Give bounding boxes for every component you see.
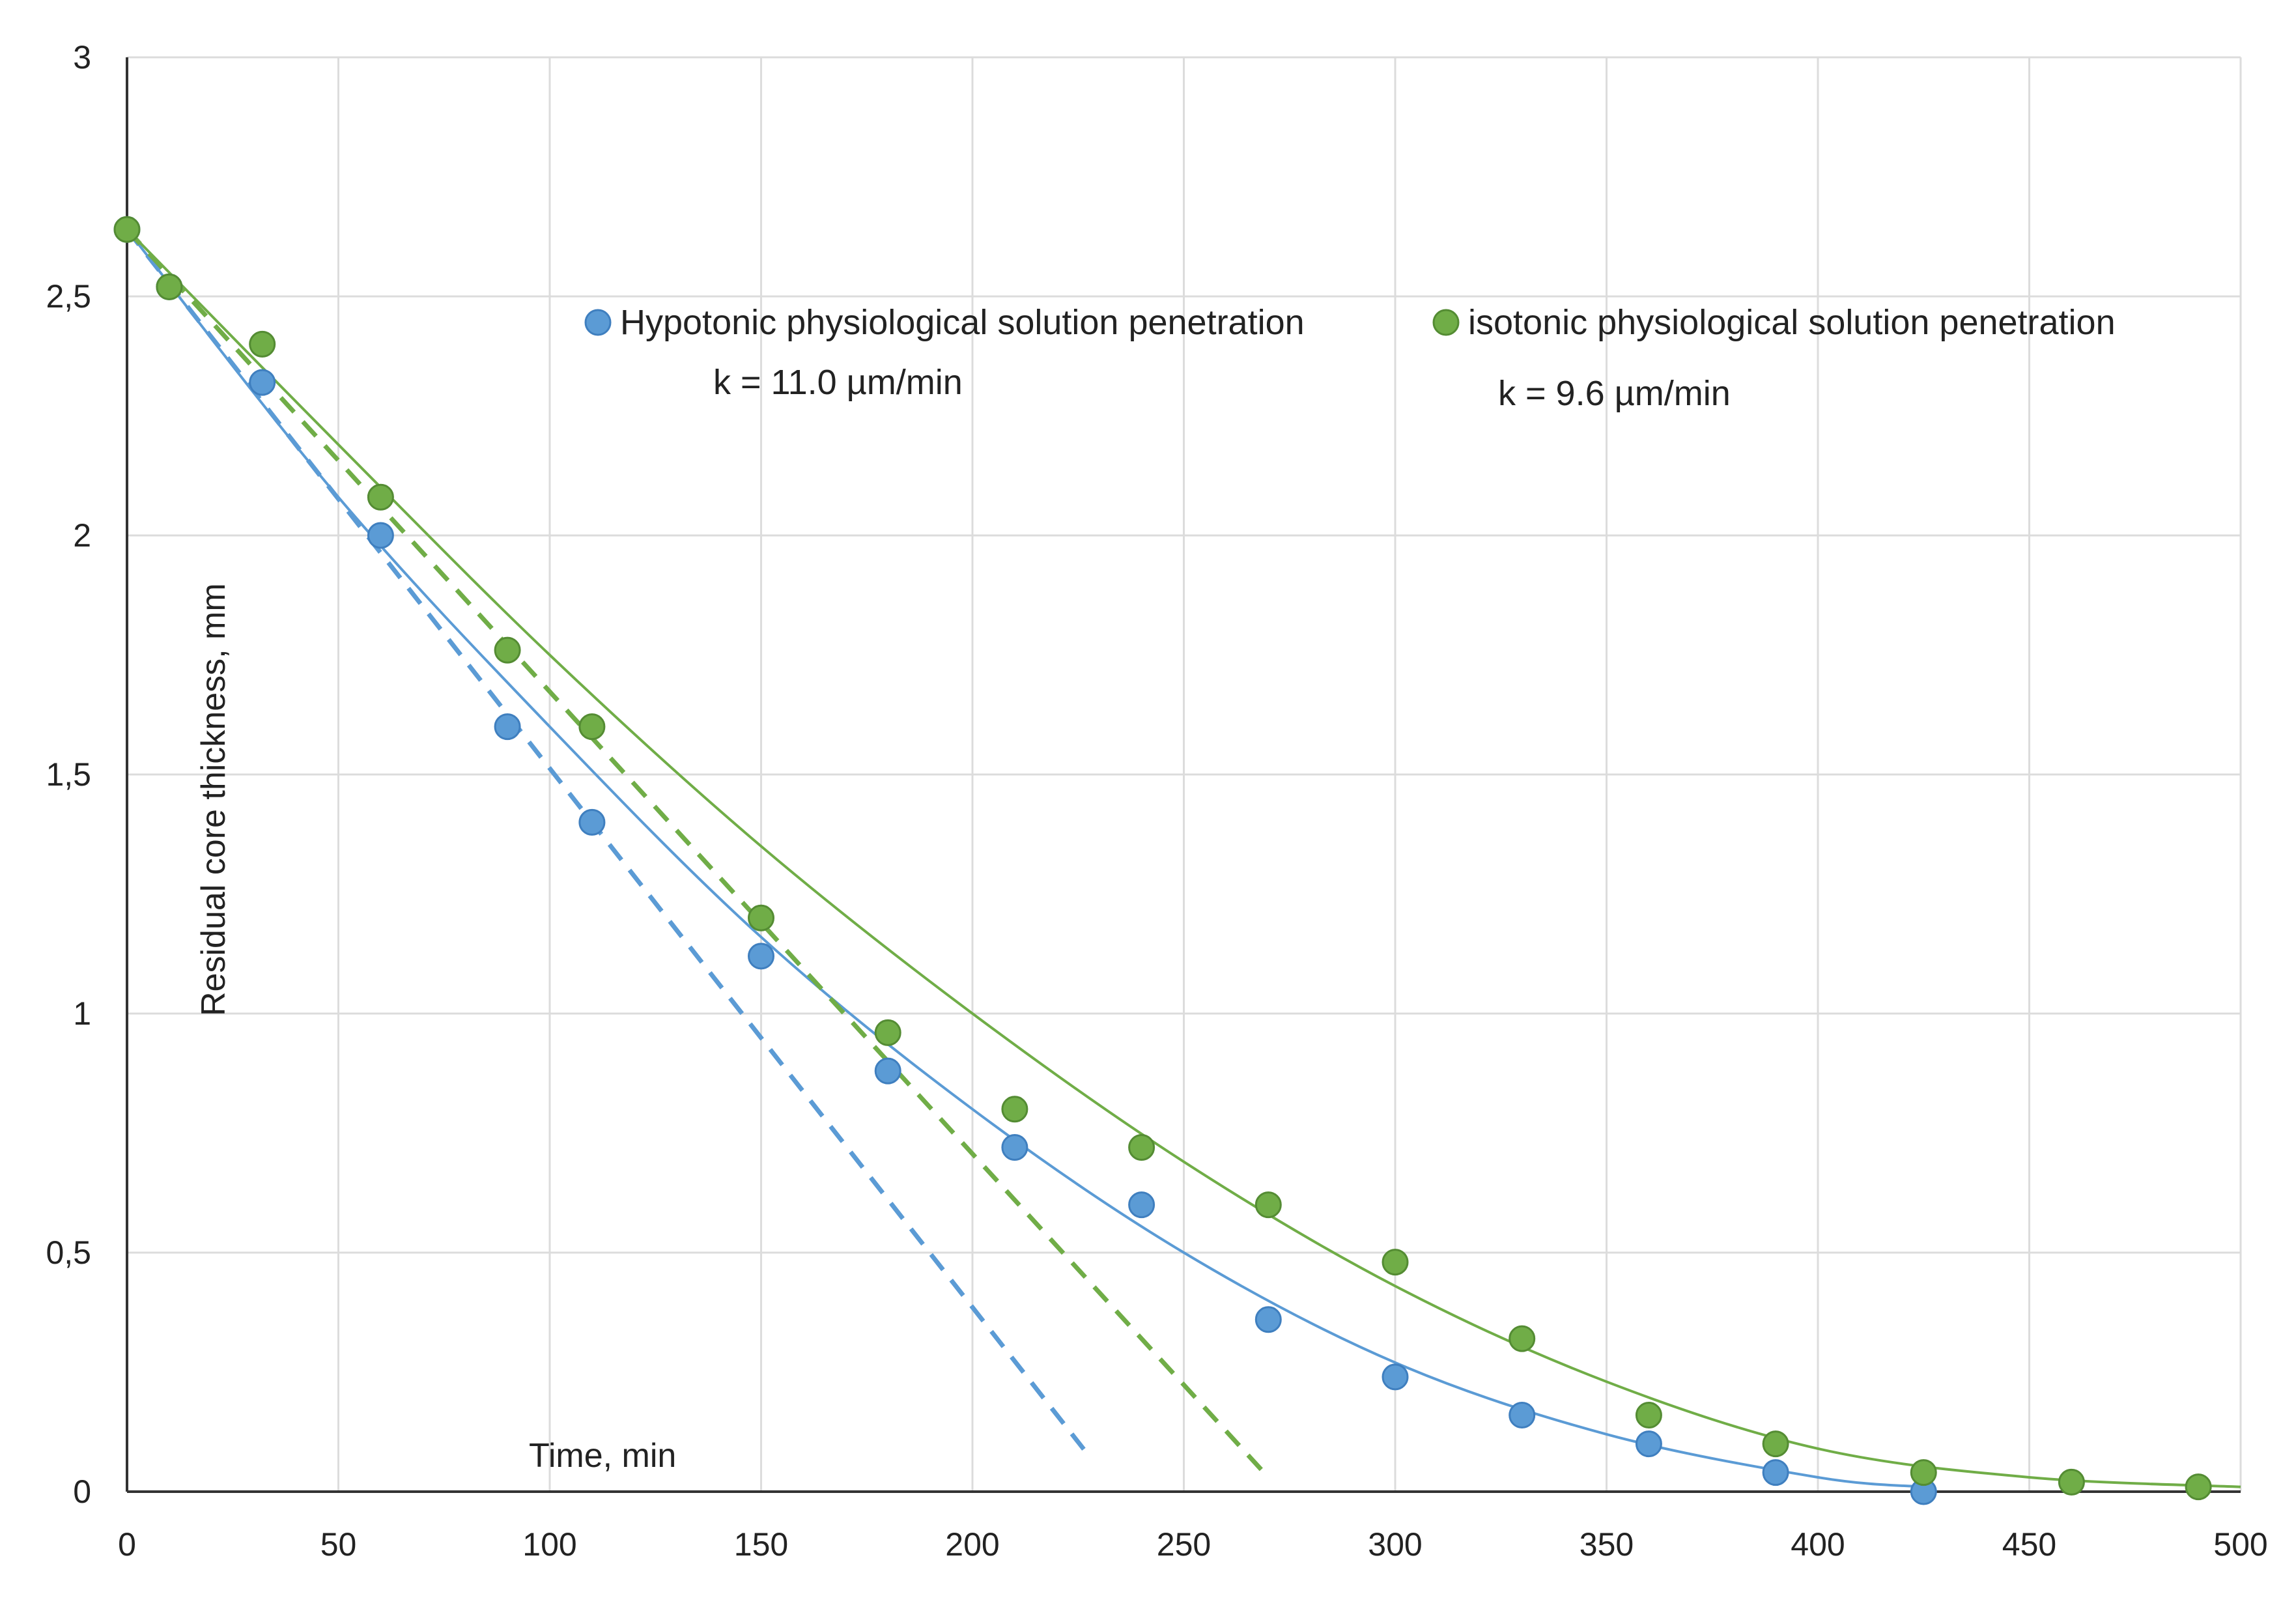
- x-tick-label: 200: [945, 1526, 999, 1563]
- y-axis-label: Residual core thickness, mm: [195, 583, 233, 1016]
- axes: [126, 57, 2241, 1493]
- data-point-hypotonic: [1254, 1306, 1282, 1333]
- data-point-hypotonic: [578, 808, 606, 836]
- data-point-isotonic: [1128, 1134, 1155, 1161]
- y-tick-label: 2: [73, 517, 91, 554]
- data-point-isotonic: [1382, 1249, 1409, 1276]
- data-point-hypotonic: [1509, 1402, 1536, 1429]
- data-point-hypotonic: [748, 943, 774, 970]
- data-point-isotonic: [113, 216, 141, 243]
- x-tick-label: 350: [1580, 1526, 1634, 1563]
- legend-label-hypotonic: Hypotonic physiological solution penetra…: [620, 303, 1305, 342]
- data-point-hypotonic: [249, 369, 276, 396]
- data-point-hypotonic: [1762, 1459, 1789, 1486]
- data-point-isotonic: [249, 330, 276, 358]
- series-points: [113, 216, 2212, 1505]
- data-point-hypotonic: [1635, 1430, 1662, 1458]
- annotation-k-hypotonic: k = 11.0 µm/min: [713, 363, 963, 402]
- data-point-isotonic: [578, 713, 606, 741]
- y-tick-label: 2,5: [46, 278, 91, 315]
- legend-label-isotonic: isotonic physiological solution penetrat…: [1468, 303, 2116, 342]
- x-tick-label: 500: [2213, 1526, 2267, 1563]
- data-point-isotonic: [494, 636, 521, 664]
- x-tick-label: 300: [1368, 1526, 1422, 1563]
- y-tick-label: 0,5: [46, 1234, 91, 1271]
- x-tick-label: 250: [1157, 1526, 1211, 1563]
- x-axis-label: Time, min: [529, 1437, 676, 1475]
- data-point-isotonic: [1910, 1459, 1937, 1486]
- data-point-hypotonic: [494, 713, 521, 741]
- y-tick-labels: 0 0,5 1 1,5 2 2,5 3: [46, 39, 91, 1510]
- trend-curve-hypotonic: [126, 229, 1924, 1488]
- y-tick-label: 3: [73, 39, 91, 76]
- y-tick-label: 1: [73, 995, 91, 1032]
- x-tick-label: 450: [2002, 1526, 2056, 1563]
- annotation-k-isotonic: k = 9.6 µm/min: [1498, 374, 1731, 413]
- series-lines: [125, 227, 2241, 1488]
- x-tick-label: 50: [320, 1526, 357, 1563]
- x-tick-label: 150: [734, 1526, 788, 1563]
- y-tick-label: 0: [73, 1473, 91, 1510]
- data-point-isotonic: [1762, 1430, 1789, 1458]
- y-tick-label: 1,5: [46, 756, 91, 793]
- linear-fit-isotonic: [125, 227, 1270, 1479]
- data-point-isotonic: [1254, 1191, 1282, 1219]
- x-tick-labels: 0 50 100 150 200 250 300 350 400 450 500: [118, 1526, 2268, 1563]
- x-tick-label: 400: [1791, 1526, 1845, 1563]
- legend-marker-hypotonic: [584, 309, 612, 336]
- data-point-isotonic: [1635, 1402, 1662, 1429]
- x-tick-label: 100: [522, 1526, 576, 1563]
- trend-curve-isotonic: [126, 228, 2241, 1488]
- data-point-isotonic: [1509, 1325, 1536, 1352]
- data-point-hypotonic: [367, 522, 394, 549]
- data-point-hypotonic: [1001, 1134, 1028, 1161]
- data-point-isotonic: [367, 483, 394, 511]
- data-point-isotonic: [1001, 1096, 1028, 1123]
- data-point-isotonic: [2058, 1468, 2085, 1496]
- grid: [127, 56, 2242, 1492]
- legend-marker-isotonic: [1432, 309, 1460, 336]
- data-point-isotonic: [748, 904, 774, 931]
- data-point-isotonic: [156, 273, 183, 300]
- x-tick-label: 0: [118, 1526, 136, 1563]
- data-point-hypotonic: [1128, 1191, 1155, 1219]
- data-point-hypotonic: [1382, 1363, 1409, 1391]
- data-point-hypotonic: [874, 1057, 901, 1085]
- data-point-isotonic: [874, 1019, 901, 1046]
- data-point-isotonic: [2185, 1473, 2212, 1501]
